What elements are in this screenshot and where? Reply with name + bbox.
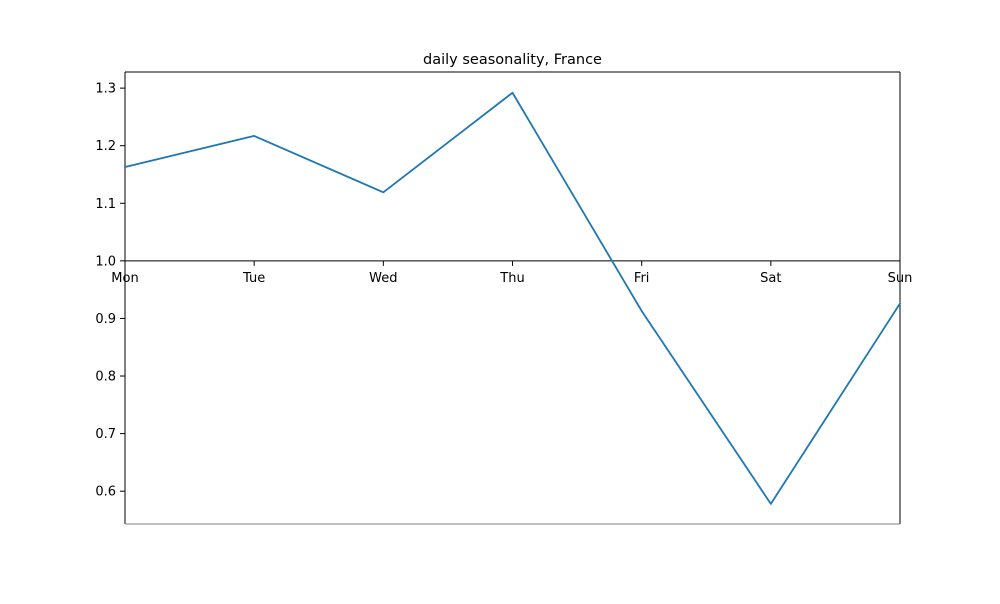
y-tick-label: 0.7 [95, 427, 116, 442]
y-tick-label: 1.0 [95, 254, 116, 269]
series-layer [123, 91, 902, 505]
series-line [123, 91, 902, 505]
y-tick-label: 0.9 [95, 312, 116, 327]
x-tick-label: Wed [369, 271, 397, 286]
y-tick-label: 1.1 [95, 197, 116, 212]
y-axis: 0.6 0.7 0.8 0.9 1.0 1.1 1.2 1.3 [95, 82, 125, 500]
y-tick-label: 1.3 [95, 82, 116, 97]
x-tick-label: Sun [888, 271, 913, 286]
y-tick-label: 0.8 [95, 370, 116, 385]
x-tick-label: Fri [634, 271, 650, 286]
x-tick-label: Mon [111, 271, 138, 286]
chart-title: daily seasonality, France [423, 52, 602, 68]
x-tick-label: Sat [760, 271, 781, 286]
x-tick-label: Thu [499, 271, 524, 286]
y-tick-label: 0.6 [95, 485, 116, 500]
x-axis: Mon Tue Wed Thu Fri Sat Sun [111, 260, 913, 286]
x-tick-label: Tue [242, 271, 265, 286]
y-tick-label: 1.2 [95, 139, 116, 154]
